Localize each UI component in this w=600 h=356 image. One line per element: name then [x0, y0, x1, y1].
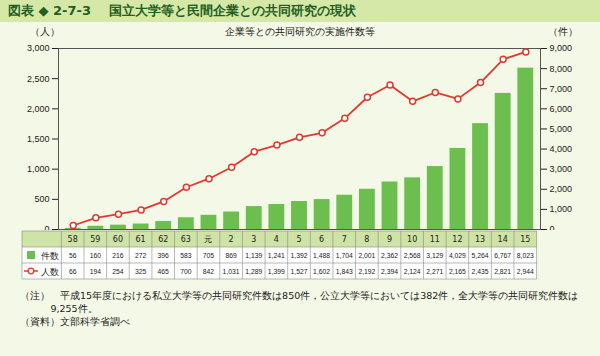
svg-text:7,000: 7,000 — [550, 84, 573, 94]
svg-text:59: 59 — [90, 235, 100, 244]
svg-text:1,488: 1,488 — [313, 252, 330, 259]
svg-text:61: 61 — [136, 235, 146, 244]
svg-text:1,843: 1,843 — [336, 268, 353, 275]
svg-text:3,000: 3,000 — [550, 164, 573, 174]
svg-text:705: 705 — [203, 252, 215, 259]
svg-text:272: 272 — [135, 252, 147, 259]
svg-text:0: 0 — [44, 224, 49, 230]
svg-text:2,394: 2,394 — [381, 268, 398, 275]
svg-text:4,029: 4,029 — [449, 252, 466, 259]
html-text:（人）: （人） — [30, 26, 60, 37]
svg-text:6,000: 6,000 — [550, 104, 573, 114]
svg-text:8,023: 8,023 — [517, 252, 534, 259]
svg-text:5,264: 5,264 — [472, 252, 489, 259]
svg-text:5,000: 5,000 — [550, 124, 573, 134]
svg-text:1,399: 1,399 — [268, 268, 285, 275]
svg-text:13: 13 — [475, 235, 485, 244]
svg-text:58: 58 — [68, 235, 78, 244]
svg-text:12: 12 — [452, 235, 462, 244]
svg-text:2,500: 2,500 — [27, 74, 50, 84]
svg-text:9,000: 9,000 — [550, 43, 573, 53]
svg-text:件数: 件数 — [41, 251, 59, 261]
svg-text:700: 700 — [180, 268, 192, 275]
svg-text:1,000: 1,000 — [27, 164, 50, 174]
svg-text:8,000: 8,000 — [550, 63, 573, 73]
svg-text:63: 63 — [181, 235, 191, 244]
svg-text:842: 842 — [203, 268, 215, 275]
svg-text:10: 10 — [407, 235, 417, 244]
svg-text:5: 5 — [296, 235, 301, 244]
html-text:（注） 平成15年度における私立大学等の共同研究件数は850: （注） 平成15年度における私立大学等の共同研究件数は850件，公立大学等におい… — [20, 290, 579, 314]
svg-text:1,289: 1,289 — [245, 268, 262, 275]
svg-text:0: 0 — [550, 224, 555, 230]
html-text:図表 ◆ 2-7-3: 図表 ◆ 2-7-3 — [8, 3, 91, 18]
svg-text:3,129: 3,129 — [426, 252, 443, 259]
svg-text:62: 62 — [158, 235, 168, 244]
svg-text:2,165: 2,165 — [449, 268, 466, 275]
svg-text:8: 8 — [364, 235, 369, 244]
svg-text:2,000: 2,000 — [27, 104, 50, 114]
svg-text:1,139: 1,139 — [245, 252, 262, 259]
svg-text:60: 60 — [113, 235, 123, 244]
svg-text:2,001: 2,001 — [358, 252, 375, 259]
svg-text:160: 160 — [90, 252, 102, 259]
svg-text:9: 9 — [387, 235, 392, 244]
svg-text:583: 583 — [180, 252, 192, 259]
svg-text:66: 66 — [69, 268, 77, 275]
svg-text:1,241: 1,241 — [268, 252, 285, 259]
svg-text:2,362: 2,362 — [381, 252, 398, 259]
html-text:国立大学等と民間企業との共同研究の現状: 国立大学等と民間企業との共同研究の現状 — [109, 3, 356, 18]
svg-text:56: 56 — [69, 252, 77, 259]
svg-text:1,000: 1,000 — [550, 204, 573, 214]
svg-text:2,271: 2,271 — [426, 268, 443, 275]
svg-text:396: 396 — [158, 252, 170, 259]
svg-text:元: 元 — [204, 235, 212, 244]
svg-text:15: 15 — [520, 235, 530, 244]
svg-text:2,000: 2,000 — [550, 184, 573, 194]
svg-text:2,124: 2,124 — [404, 268, 421, 275]
svg-text:1,500: 1,500 — [27, 134, 50, 144]
svg-text:6,767: 6,767 — [494, 252, 511, 259]
svg-text:465: 465 — [158, 268, 170, 275]
svg-text:2,944: 2,944 — [517, 268, 534, 275]
svg-text:1,602: 1,602 — [313, 268, 330, 275]
svg-text:2,435: 2,435 — [472, 268, 489, 275]
svg-text:194: 194 — [90, 268, 102, 275]
svg-text:3: 3 — [251, 235, 256, 244]
html-text:企業等との共同研究の実施件数等: 企業等との共同研究の実施件数等 — [225, 26, 375, 37]
svg-text:2,568: 2,568 — [404, 252, 421, 259]
svg-text:254: 254 — [112, 268, 124, 275]
svg-text:人数: 人数 — [41, 267, 59, 277]
svg-text:14: 14 — [498, 235, 508, 244]
svg-text:4: 4 — [274, 235, 279, 244]
html-text:（資料）文部科学省調べ: （資料）文部科学省調べ — [20, 316, 130, 327]
svg-text:1,392: 1,392 — [290, 252, 307, 259]
svg-text:2,821: 2,821 — [494, 268, 511, 275]
svg-text:3,000: 3,000 — [27, 43, 50, 53]
svg-text:2,192: 2,192 — [358, 268, 375, 275]
svg-text:11: 11 — [430, 235, 440, 244]
svg-text:6: 6 — [319, 235, 324, 244]
svg-text:500: 500 — [34, 194, 49, 204]
svg-text:2: 2 — [229, 235, 234, 244]
svg-text:1,704: 1,704 — [336, 252, 353, 259]
svg-text:1,031: 1,031 — [223, 268, 240, 275]
html-text:（件）: （件） — [548, 26, 578, 37]
svg-text:1,527: 1,527 — [290, 268, 307, 275]
svg-text:216: 216 — [112, 252, 124, 259]
svg-text:4,000: 4,000 — [550, 144, 573, 154]
svg-text:869: 869 — [225, 252, 237, 259]
svg-text:325: 325 — [135, 268, 147, 275]
svg-text:7: 7 — [342, 235, 347, 244]
